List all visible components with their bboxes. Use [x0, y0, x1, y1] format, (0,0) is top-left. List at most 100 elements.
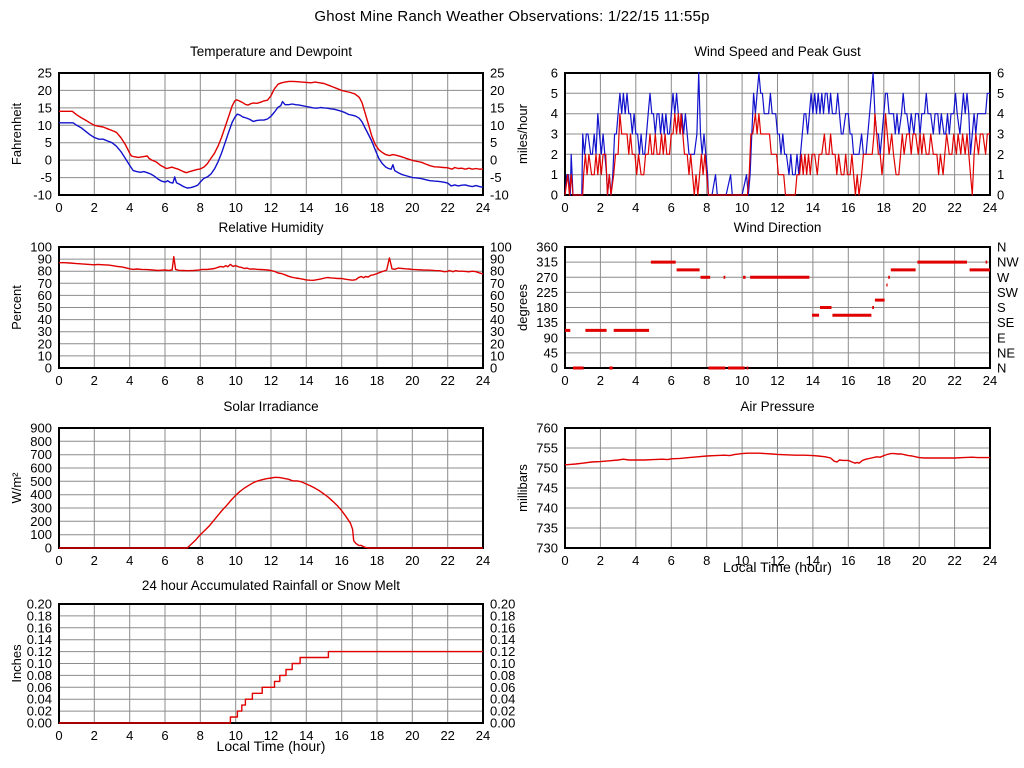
page-title: Ghost Mine Ranch Weather Observations: 1… [314, 8, 710, 25]
series-peak-gust [564, 72, 990, 196]
x-tick-label: 10 [228, 373, 242, 388]
x-tick-label: 16 [841, 373, 855, 388]
y-tick-label-right: -5 [490, 170, 502, 185]
chart-title-wind-speed-gust: Wind Speed and Peak Gust [694, 44, 861, 59]
x-tick-label: 10 [228, 728, 242, 743]
series-temperature [59, 80, 484, 174]
x-tick-label: 12 [264, 728, 278, 743]
y-tick-label: 745 [536, 481, 558, 496]
y-tick-label: 20 [38, 83, 52, 98]
y-tick-label: 45 [544, 345, 558, 360]
y-tick-label-right: 6 [997, 66, 1004, 81]
y-tick-label: 40 [38, 312, 52, 327]
x-tick-label: 4 [632, 373, 639, 388]
y-tick-label: 0.10 [27, 656, 52, 671]
y-axis-label: miles/hour [515, 103, 530, 164]
x-tick-label: 16 [334, 373, 348, 388]
x-tick-label: 20 [912, 373, 926, 388]
y-tick-label-right: 1 [997, 167, 1004, 182]
x-tick-label: 8 [703, 200, 710, 215]
y-tick-label-right: 2 [997, 147, 1004, 162]
y-tick-label: 180 [536, 300, 558, 315]
x-tick-label: 14 [806, 200, 820, 215]
y-tick-label-right: 5 [997, 86, 1004, 101]
chart-wind-speed-gust: 0 2 4 6 8 10 12 14 16 18 20 22 240 01 12 23 34 45 56 6miles… [515, 66, 1004, 216]
x-tick-label: 12 [264, 373, 278, 388]
y-tick-label-right: 70 [490, 276, 504, 291]
y-tick-label: 740 [536, 501, 558, 516]
x-tick-label: 14 [299, 728, 313, 743]
x-tick-label: 4 [126, 200, 133, 215]
chart-accumulated-rainfall: 0 2 4 6 8 10 12 14 16 18 20 22 240.00 0.000.02 0.020.0… [9, 597, 515, 744]
y-tick-label-right: 100 [490, 240, 512, 255]
y-tick-label: 10 [38, 118, 52, 133]
plot-border [58, 246, 484, 369]
x-tick-label: 14 [299, 200, 313, 215]
y-tick-label: 300 [30, 501, 52, 516]
x-tick-label: 10 [735, 200, 749, 215]
x-tick-label: 12 [770, 200, 784, 215]
x-tick-label: 24 [983, 553, 997, 568]
y-tick-label-right: 3 [997, 127, 1004, 142]
y-tick-label-right: 50 [490, 300, 504, 315]
y-axis-label: W/m² [9, 472, 24, 504]
x-tick-label: 0 [561, 200, 568, 215]
y-tick-label-right: 0 [490, 361, 497, 376]
y-tick-label-right: 40 [490, 312, 504, 327]
x-tick-label: 2 [597, 553, 604, 568]
chart-title-solar-irradiance: Solar Irradiance [223, 399, 319, 414]
y-tick-label-right: 0 [997, 188, 1004, 203]
x-tick-label: 14 [806, 373, 820, 388]
x-tick-label: 12 [770, 553, 784, 568]
y-tick-label-right: 0.10 [490, 656, 515, 671]
y-tick-label: 3 [551, 127, 558, 142]
y-tick-label: 25 [38, 66, 52, 81]
x-tick-label: 20 [912, 553, 926, 568]
y-tick-label: 135 [536, 315, 558, 330]
y-tick-label: 0 [45, 541, 52, 556]
x-tick-label: 2 [91, 728, 98, 743]
series-solar-irradiance [59, 476, 483, 549]
x-tick-label: 0 [561, 553, 568, 568]
y-tick-label: 730 [536, 541, 558, 556]
x-tick-label: 0 [55, 728, 62, 743]
y-tick-label: 0.14 [27, 632, 52, 647]
x-tick-label: 22 [440, 553, 454, 568]
y-tick-label: 0.16 [27, 620, 52, 635]
x-tick-label: 2 [597, 373, 604, 388]
y-tick-label: 750 [536, 461, 558, 476]
x-tick-label: 8 [197, 373, 204, 388]
y-tick-label: 90 [38, 252, 52, 267]
x-tick-label: 0 [55, 200, 62, 215]
x-tick-label: 22 [440, 373, 454, 388]
y-tick-label-right: 30 [490, 324, 504, 339]
plot-border [58, 603, 484, 724]
x-tick-label: 0 [55, 373, 62, 388]
chart-title-relative-humidity: Relative Humidity [218, 220, 324, 235]
y-tick-label: 2 [551, 147, 558, 162]
x-tick-label: 2 [597, 200, 604, 215]
x-tick-label: 20 [405, 553, 419, 568]
y-tick-label-right: N [997, 240, 1006, 255]
y-tick-label-right: -10 [490, 188, 509, 203]
x-tick-label: 22 [947, 200, 961, 215]
y-tick-label: 15 [38, 100, 52, 115]
y-tick-label: 225 [536, 285, 558, 300]
y-tick-label-right: W [997, 270, 1010, 285]
x-tick-label: 14 [299, 553, 313, 568]
y-tick-label: 100 [30, 527, 52, 542]
x-tick-label: 24 [476, 373, 490, 388]
x-tick-label: 6 [668, 373, 675, 388]
plot-border [58, 72, 484, 196]
y-tick-label: 100 [30, 240, 52, 255]
x-tick-label: 8 [703, 553, 710, 568]
x-tick-label: 16 [841, 553, 855, 568]
x-tick-label: 12 [264, 553, 278, 568]
x-tick-label: 6 [668, 200, 675, 215]
y-tick-label-right: 0.00 [490, 716, 515, 731]
y-tick-label-right: 0.16 [490, 620, 515, 635]
